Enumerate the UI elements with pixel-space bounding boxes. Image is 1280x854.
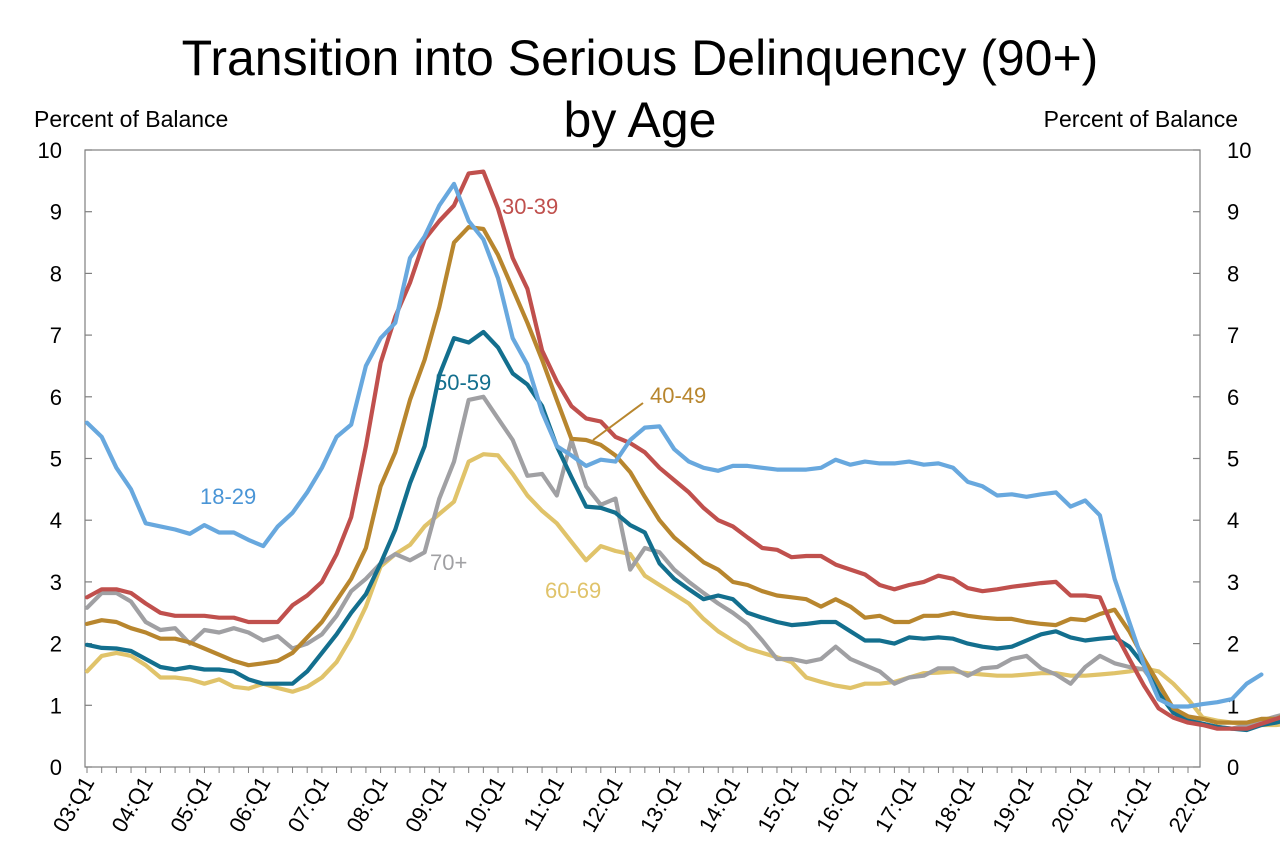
x-tick-label: 22:Q1 (1163, 772, 1215, 836)
y-tick-label-left: 0 (50, 755, 62, 780)
x-tick-label: 19:Q1 (987, 772, 1039, 836)
series-line-50-59 (84, 329, 1280, 733)
y-tick-label-left: 4 (50, 508, 62, 533)
series-line-40-49 (84, 225, 1280, 725)
series-label-30-39: 30-39 (502, 194, 558, 219)
y-tick-label-right: 3 (1227, 570, 1239, 595)
series-label-40-49: 40-49 (650, 383, 706, 408)
series-line-18-29 (84, 181, 1264, 709)
y-tick-label-left: 6 (50, 385, 62, 410)
series-label-70plus: 70+ (430, 550, 467, 575)
x-tick-label: 13:Q1 (635, 772, 687, 836)
y-tick-label-right: 0 (1227, 755, 1239, 780)
x-tick-label: 07:Q1 (283, 772, 335, 836)
series-label-50-59: 50-59 (435, 370, 491, 395)
y-tick-label-left: 1 (50, 693, 62, 718)
y-tick-label-right: 9 (1227, 200, 1239, 225)
y-tick-label-left: 7 (50, 323, 62, 348)
y-axis-label-left: Percent of Balance (34, 106, 229, 132)
chart-title-line-1: Transition into Serious Delinquency (90+… (181, 30, 1099, 86)
y-tick-label-right: 2 (1227, 632, 1239, 657)
series-line-70plus (84, 394, 1280, 731)
chart-title-line-2: by Age (563, 92, 717, 148)
x-tick-label: 09:Q1 (400, 772, 452, 836)
y-tick-label-left: 8 (50, 261, 62, 286)
x-tick-label: 17:Q1 (870, 772, 922, 836)
y-tick-label-right: 6 (1227, 385, 1239, 410)
y-axis-label-right: Percent of Balance (1043, 106, 1238, 132)
series-line-30-39 (84, 169, 1280, 731)
y-tick-label-right: 10 (1227, 138, 1251, 163)
y-tick-label-right: 5 (1227, 447, 1239, 472)
y-tick-label-left: 3 (50, 570, 62, 595)
series-label-18-29: 18-29 (200, 484, 256, 509)
x-tick-label: 20:Q1 (1046, 772, 1098, 836)
x-tick-label: 06:Q1 (224, 772, 276, 836)
y-tick-label-right: 7 (1227, 323, 1239, 348)
x-tick-label: 14:Q1 (694, 772, 746, 836)
series-line-60-69 (84, 452, 1280, 728)
x-tick-label: 08:Q1 (341, 772, 393, 836)
y-tick-label-left: 10 (38, 138, 62, 163)
x-tick-label: 15:Q1 (752, 772, 804, 836)
x-tick-label: 12:Q1 (576, 772, 628, 836)
x-tick-label: 21:Q1 (1105, 772, 1157, 836)
y-tick-label-left: 9 (50, 200, 62, 225)
x-tick-label: 18:Q1 (929, 772, 981, 836)
y-tick-label-left: 2 (50, 632, 62, 657)
y-tick-label-right: 4 (1227, 508, 1239, 533)
x-tick-label: 16:Q1 (811, 772, 863, 836)
series-label-leader-40-49 (592, 402, 644, 441)
x-tick-label: 03:Q1 (48, 772, 100, 836)
y-tick-label-right: 8 (1227, 261, 1239, 286)
x-tick-label: 04:Q1 (106, 772, 158, 836)
y-tick-label-left: 5 (50, 447, 62, 472)
series-label-60-69: 60-69 (545, 578, 601, 603)
x-tick-label: 05:Q1 (165, 772, 217, 836)
x-tick-label: 11:Q1 (518, 772, 569, 835)
x-tick-label: 10:Q1 (459, 772, 511, 836)
